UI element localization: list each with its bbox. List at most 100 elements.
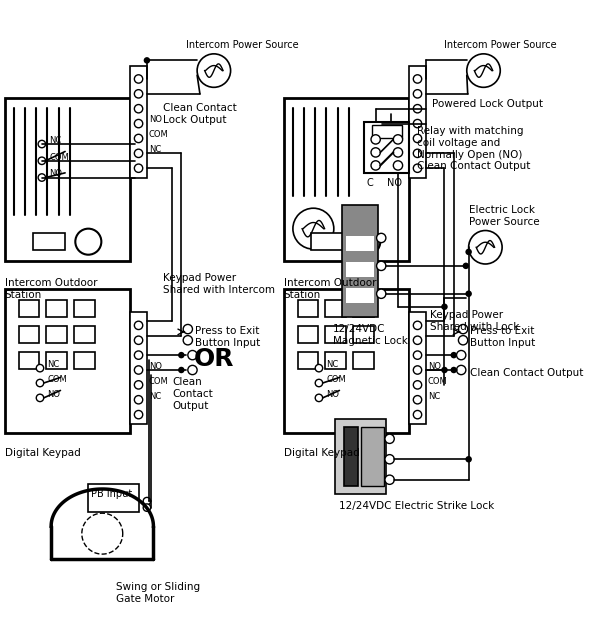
- Circle shape: [468, 231, 502, 264]
- Circle shape: [465, 249, 472, 255]
- Circle shape: [134, 410, 142, 419]
- Bar: [297, 300, 318, 317]
- Circle shape: [354, 229, 380, 255]
- Text: COM: COM: [48, 375, 67, 384]
- Circle shape: [413, 321, 422, 330]
- Text: Digital Keypad: Digital Keypad: [284, 448, 359, 458]
- Bar: [353, 352, 374, 369]
- Text: NO: NO: [49, 169, 62, 179]
- Text: NO: NO: [387, 177, 402, 187]
- Circle shape: [315, 365, 322, 372]
- Text: Intercom Power Source: Intercom Power Source: [445, 40, 557, 50]
- Circle shape: [315, 379, 322, 387]
- Circle shape: [143, 497, 151, 505]
- Bar: [409, 66, 426, 177]
- Bar: [346, 288, 374, 303]
- Text: COM: COM: [149, 377, 169, 386]
- Circle shape: [134, 90, 142, 98]
- Bar: [46, 326, 67, 343]
- Text: Intercom Outdoor
Station: Intercom Outdoor Station: [284, 278, 376, 299]
- Circle shape: [441, 367, 448, 373]
- Circle shape: [413, 149, 422, 157]
- Text: PB input: PB input: [91, 489, 132, 498]
- Circle shape: [134, 336, 142, 345]
- Circle shape: [36, 394, 44, 402]
- Bar: [297, 352, 318, 369]
- Circle shape: [377, 233, 386, 242]
- Text: NO: NO: [327, 390, 339, 399]
- Circle shape: [413, 366, 422, 374]
- Circle shape: [36, 379, 44, 387]
- Circle shape: [413, 381, 422, 389]
- Bar: [74, 326, 95, 343]
- Bar: [325, 352, 346, 369]
- Circle shape: [134, 135, 142, 143]
- Text: NO: NO: [149, 362, 162, 371]
- Circle shape: [413, 120, 422, 128]
- Circle shape: [413, 351, 422, 360]
- Circle shape: [413, 75, 422, 83]
- Circle shape: [38, 157, 45, 164]
- Text: Digital Keypad: Digital Keypad: [5, 448, 80, 458]
- Circle shape: [134, 105, 142, 113]
- Circle shape: [458, 335, 468, 345]
- Text: NO: NO: [149, 115, 162, 125]
- Text: C: C: [367, 177, 374, 187]
- Bar: [74, 352, 95, 369]
- Text: NC: NC: [48, 360, 60, 369]
- Circle shape: [465, 456, 472, 463]
- Text: Press to Exit
Button Input: Press to Exit Button Input: [470, 326, 535, 348]
- Text: NC: NC: [428, 392, 440, 401]
- Circle shape: [457, 365, 466, 374]
- Circle shape: [75, 229, 101, 255]
- Text: COM: COM: [49, 153, 69, 162]
- Circle shape: [371, 135, 380, 144]
- Bar: [409, 312, 426, 424]
- Text: NC: NC: [49, 136, 61, 145]
- Bar: [344, 427, 358, 486]
- Circle shape: [465, 291, 472, 297]
- Circle shape: [413, 164, 422, 172]
- Bar: [18, 326, 39, 343]
- Circle shape: [134, 396, 142, 404]
- Bar: [353, 300, 374, 317]
- Text: Clean Contact Output: Clean Contact Output: [470, 368, 583, 378]
- Text: Keypad Power
Shared with Lock: Keypad Power Shared with Lock: [430, 310, 519, 332]
- Bar: [342, 205, 377, 317]
- Bar: [312, 233, 344, 250]
- Text: NO: NO: [428, 362, 440, 371]
- Circle shape: [377, 289, 386, 298]
- Bar: [46, 300, 67, 317]
- Circle shape: [371, 161, 380, 170]
- Circle shape: [385, 454, 394, 464]
- Circle shape: [413, 410, 422, 419]
- Circle shape: [134, 381, 142, 389]
- Text: Intercom Power Source: Intercom Power Source: [186, 40, 299, 50]
- Circle shape: [315, 394, 322, 402]
- Circle shape: [385, 475, 394, 484]
- Circle shape: [441, 304, 448, 310]
- Circle shape: [413, 90, 422, 98]
- Circle shape: [413, 105, 422, 113]
- Circle shape: [178, 352, 185, 358]
- Circle shape: [134, 120, 142, 128]
- Text: Intercom Outdoor
Station: Intercom Outdoor Station: [5, 278, 97, 299]
- Bar: [5, 289, 130, 433]
- Text: NC: NC: [327, 360, 339, 369]
- Text: Powered Lock Output: Powered Lock Output: [432, 99, 544, 109]
- Bar: [18, 352, 39, 369]
- Circle shape: [38, 174, 45, 181]
- Text: Electric Lock
Power Source: Electric Lock Power Source: [468, 205, 539, 227]
- Bar: [346, 236, 374, 251]
- Bar: [365, 122, 409, 173]
- Bar: [372, 125, 402, 138]
- Text: Swing or Sliding
Gate Motor: Swing or Sliding Gate Motor: [116, 582, 200, 604]
- Text: Press to Exit
Button Input: Press to Exit Button Input: [195, 326, 260, 348]
- Text: 12/24VDC
Magnetic Lock: 12/24VDC Magnetic Lock: [333, 324, 408, 346]
- Bar: [46, 352, 67, 369]
- Circle shape: [458, 324, 468, 334]
- Circle shape: [134, 351, 142, 360]
- Circle shape: [451, 367, 457, 373]
- Bar: [5, 99, 130, 261]
- Circle shape: [393, 161, 403, 170]
